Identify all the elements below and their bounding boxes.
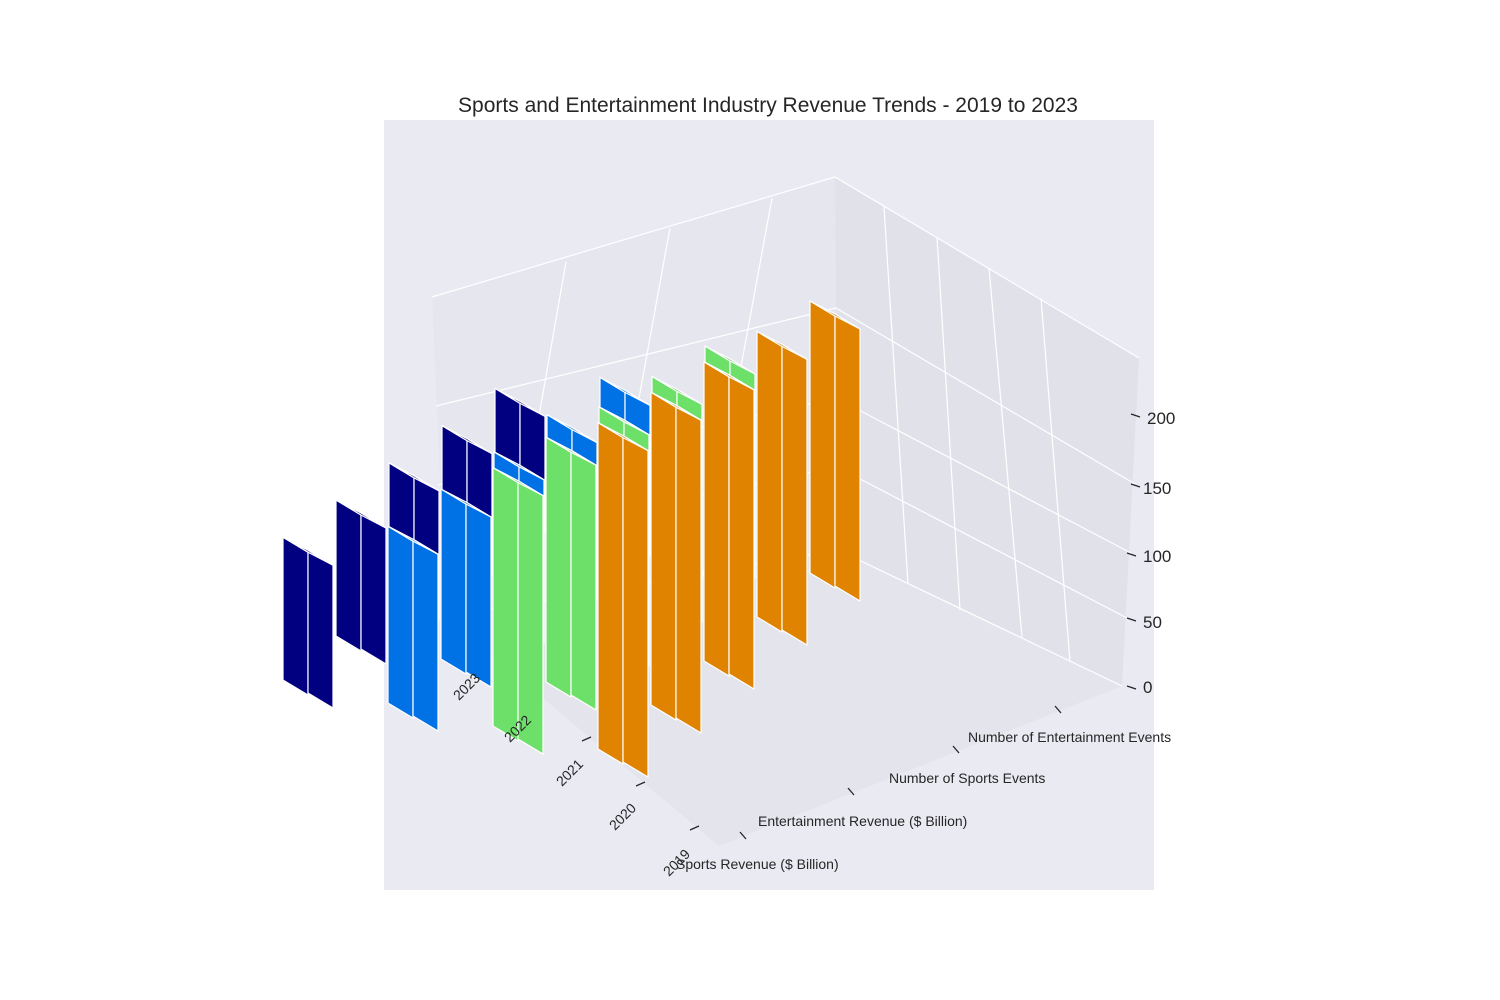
bar-face-left: [440, 488, 467, 675]
bar-face-left: [597, 422, 624, 765]
bars: [282, 300, 861, 778]
z-tick-label: 200: [1147, 409, 1175, 428]
bar-face-top: [441, 425, 493, 455]
bar-face-front: [834, 313, 861, 602]
bar-face-top: [388, 462, 440, 492]
bar-face-left: [809, 300, 836, 589]
bar-face-left: [545, 436, 572, 698]
bar-face-front: [622, 435, 649, 778]
bar-face-top: [546, 414, 598, 444]
y-tick-labels: Sports Revenue ($ Billion) Entertainment…: [676, 729, 1171, 872]
y-tick-label-sports-revenue: Sports Revenue ($ Billion): [676, 856, 839, 872]
z-tick-label: 100: [1143, 547, 1171, 566]
bar-face-top: [809, 300, 861, 330]
bar-2022-series-3: [650, 391, 702, 734]
bar-face-left: [650, 391, 677, 721]
bar-2021-series-3: [703, 361, 755, 690]
bar-face-top: [597, 422, 649, 452]
bar-face-top: [493, 451, 545, 481]
bar-face-top: [756, 330, 808, 360]
bar-2020-series-3: [756, 330, 808, 646]
bar-face-top: [598, 406, 650, 436]
bar-face-top: [651, 375, 703, 405]
bar-2023-series-1: [387, 525, 439, 732]
bar-2023-series-0: [282, 536, 334, 709]
bar-face-left: [282, 536, 309, 696]
y-tick-label-entertainment-events: Number of Entertainment Events: [968, 729, 1171, 745]
bar-face-left: [756, 330, 783, 633]
bar-face-top: [704, 345, 756, 375]
bar-face-front: [360, 512, 387, 665]
bar-face-top: [440, 488, 492, 518]
y-axis-ticks: [739, 705, 1062, 840]
bar-face-front: [465, 501, 492, 688]
bar-face-left: [335, 499, 362, 652]
bar-2022-series-1: [440, 488, 492, 688]
bar-face-top: [703, 361, 755, 391]
z-tick-label: 50: [1143, 613, 1162, 632]
bar-face-front: [570, 449, 597, 711]
bar-face-front: [307, 549, 334, 709]
z-tick-label: 0: [1143, 678, 1152, 697]
bar-face-left: [703, 361, 730, 677]
bar-face-top: [492, 467, 544, 497]
bar-2023-series-2: [492, 467, 544, 755]
z-axis-ticks: [1126, 413, 1141, 690]
y-tick-label-entertainment-revenue: Entertainment Revenue ($ Billion): [758, 813, 967, 829]
z-tick-labels: 0 50 100 150 200: [1143, 409, 1175, 697]
bar-2023-series-3: [597, 422, 649, 778]
bar-face-left: [387, 525, 414, 719]
pane-right: [835, 177, 1139, 686]
bar-face-left: [492, 467, 519, 742]
bar-2019-series-3: [809, 300, 861, 602]
bar-face-top: [387, 525, 439, 555]
y-tick-label-sports-events: Number of Sports Events: [889, 770, 1045, 786]
bar-face-front: [412, 538, 439, 732]
bar-2022-series-2: [545, 436, 597, 711]
bar-face-front: [675, 404, 702, 734]
bar-face-top: [282, 536, 334, 566]
bar-face-top: [335, 499, 387, 529]
z-tick-label: 150: [1143, 479, 1171, 498]
bar-face-front: [728, 374, 755, 690]
bar-face-top: [650, 391, 702, 421]
bar-face-top: [599, 376, 651, 406]
bar-face-top: [545, 436, 597, 466]
bar-face-front: [781, 343, 808, 646]
chart-title: Sports and Entertainment Industry Revenu…: [458, 94, 1078, 117]
bar-2022-series-0: [335, 499, 387, 665]
bar-face-top: [494, 387, 546, 417]
